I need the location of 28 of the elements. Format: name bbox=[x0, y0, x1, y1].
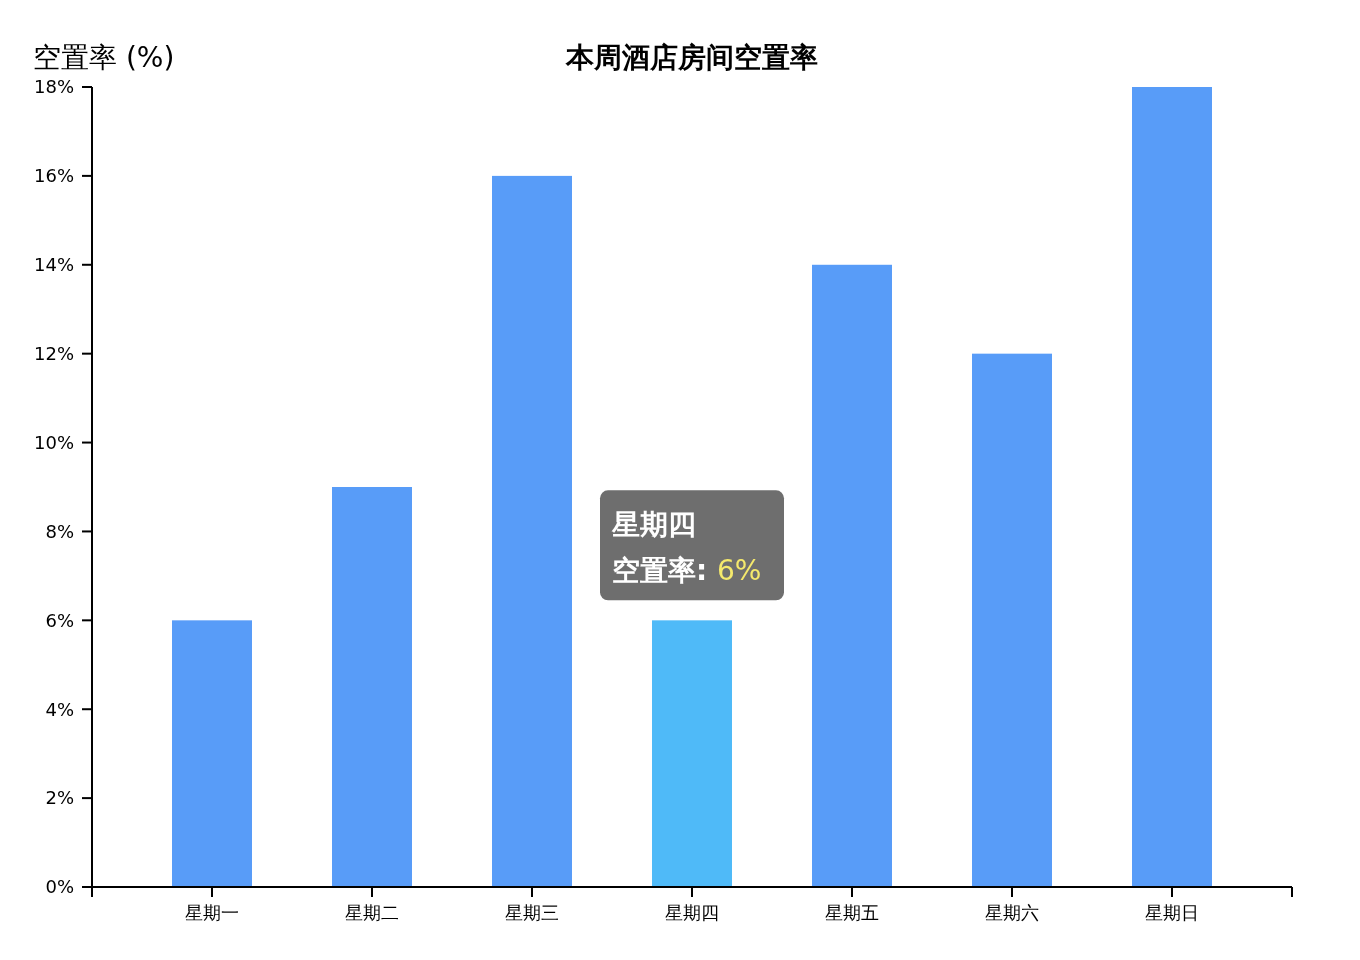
x-tick-label: 星期四 bbox=[665, 902, 719, 923]
x-tick-label: 星期六 bbox=[985, 902, 1039, 923]
y-tick-label: 18% bbox=[33, 76, 74, 98]
y-tick-label: 14% bbox=[33, 254, 74, 276]
y-tick-label: 4% bbox=[45, 698, 74, 720]
bar bbox=[1132, 87, 1212, 887]
category-label: 星期四 bbox=[612, 508, 696, 542]
x-tick-label: 星期五 bbox=[825, 902, 879, 923]
y-tick-label: 10% bbox=[33, 431, 74, 453]
chart-title: 本周酒店房间空置率 bbox=[565, 41, 818, 74]
y-tick-label: 6% bbox=[45, 609, 74, 631]
bar bbox=[972, 353, 1052, 887]
bar bbox=[172, 620, 252, 887]
x-tick-label: 星期二 bbox=[345, 902, 399, 923]
y-tick-label: 12% bbox=[33, 342, 74, 364]
y-tick-label: 0% bbox=[45, 876, 74, 898]
x-tick-label: 星期三 bbox=[505, 902, 559, 923]
y-tick-label: 8% bbox=[45, 520, 74, 542]
x-tick-label: 星期一 bbox=[185, 902, 239, 923]
bar bbox=[652, 620, 732, 887]
y-tick-label: 2% bbox=[45, 787, 74, 809]
x-tick-label: 星期日 bbox=[1145, 902, 1199, 923]
annotation: 空置率: 6% bbox=[612, 554, 762, 588]
bar bbox=[492, 175, 572, 887]
y-axis-title: 空置率 (%) bbox=[33, 41, 175, 74]
y-tick-label: 16% bbox=[33, 165, 74, 187]
bar bbox=[332, 487, 412, 887]
bar bbox=[812, 264, 892, 887]
